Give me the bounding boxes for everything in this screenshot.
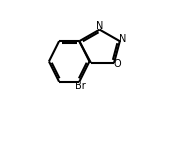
Text: O: O: [114, 59, 121, 69]
Text: N: N: [96, 21, 103, 31]
Text: N: N: [119, 34, 127, 44]
Text: Br: Br: [75, 81, 85, 91]
